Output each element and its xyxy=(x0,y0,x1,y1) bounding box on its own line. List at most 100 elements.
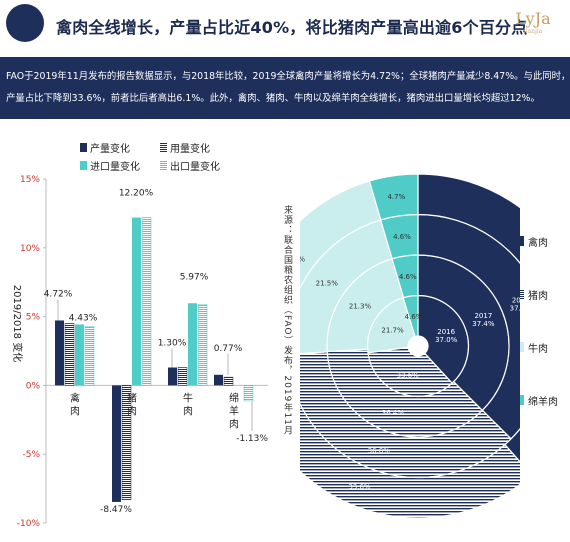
donut-label-line: 37.4% xyxy=(472,320,495,328)
x-tick-char: 肉 xyxy=(183,404,193,417)
data-label: 4.43% xyxy=(69,313,98,323)
x-tick-char: 肉 xyxy=(229,417,239,430)
bar xyxy=(243,385,254,402)
legend-swatch xyxy=(520,289,524,299)
donut-data-label: 201837.6% xyxy=(510,296,520,312)
donut-data-label: 4.6% xyxy=(399,273,417,281)
bar xyxy=(55,320,64,386)
x-tick-char: 肉 xyxy=(127,404,137,417)
donut-data-label: 33.6% xyxy=(397,371,420,379)
page-title: 禽肉全线增长，产量占比近40%，将比猪肉产量高出逾6个百分点 xyxy=(56,18,528,37)
donut-data-label: 4.6% xyxy=(393,233,411,241)
donut-label-line: 2018 xyxy=(512,296,520,304)
legend-label: 用量变化 xyxy=(170,144,210,155)
x-tick-char: 绵 xyxy=(229,391,239,404)
donut-data-label: 21.5% xyxy=(316,279,339,287)
x-tick-char: 肉 xyxy=(70,404,80,417)
legend-label: 产量变化 xyxy=(90,144,130,155)
donut-data-label: 21.3% xyxy=(349,302,372,310)
donut-slice xyxy=(417,173,520,463)
data-label: 4.72% xyxy=(44,289,73,299)
donut-data-label: 2017 37.4% xyxy=(472,312,495,328)
legend-swatch xyxy=(520,395,524,405)
donut-chart: 2016 37.0%33.6%21.7%4.6% 2017 37.4%36.4%21.… xyxy=(300,173,520,519)
bar xyxy=(64,323,75,386)
x-tick-label: 牛肉 xyxy=(183,391,193,417)
source-note: 来源：联合国粮农组织（FAO）发布，2019年11月 xyxy=(282,205,292,436)
summary-banner: FAO于2019年11月发布的报告数据显示，与2018年比较，2019全球禽肉产… xyxy=(0,57,570,119)
data-label: 12.20% xyxy=(119,189,154,199)
brand-logo: LyJa lianjia xyxy=(508,10,558,36)
donut-data-label: 21.7% xyxy=(381,327,404,335)
donut-label-line: 2017 xyxy=(474,312,492,320)
donut-label-line: 4.6% xyxy=(399,273,417,281)
x-tick-char: 猪 xyxy=(127,392,137,404)
donut-legend-poultry: 禽肉 xyxy=(520,234,558,249)
donut-data-label: 36.6% xyxy=(368,447,391,455)
y-tick-label: -10% xyxy=(17,519,41,529)
donut-label-line: 36.4% xyxy=(382,409,405,417)
donut-label-line: 37.0% xyxy=(435,336,458,344)
bar xyxy=(177,367,188,386)
x-tick-char: 牛 xyxy=(183,391,193,404)
donut-label-line: 21.5% xyxy=(316,279,339,287)
data-label: -1.13% xyxy=(236,434,268,444)
x-tick-label: 禽肉 xyxy=(70,391,80,417)
summary-line-2: 产量占比下降到33.6%，前者比后者高出6.1%。此外，禽肉、猪肉、牛肉以及绵羊… xyxy=(6,93,540,104)
legend-item-imports: 进口量变化 xyxy=(80,158,160,173)
donut-data-label: 36.4% xyxy=(382,409,405,417)
donut-label-line: 4.6% xyxy=(405,313,423,321)
legend-swatch xyxy=(160,161,167,170)
donut-label-line: 36.6% xyxy=(368,447,391,455)
donut-data-label: 4.6% xyxy=(405,313,423,321)
bar xyxy=(214,374,223,386)
legend-swatch xyxy=(80,161,87,170)
y-tick-label: 0% xyxy=(26,381,41,391)
y-tick-label: 10% xyxy=(20,244,40,254)
y-axis-title: 2019/2018 变化 xyxy=(11,285,24,362)
legend-item-consumption: 用量变化 xyxy=(160,140,250,155)
donut-label-line: 4.7% xyxy=(387,193,405,201)
donut-label-line: 4.6% xyxy=(393,233,411,241)
legend-label: 进口量变化 xyxy=(90,162,140,173)
data-label: 0.77% xyxy=(214,344,243,354)
legend-swatch xyxy=(80,143,87,152)
legend-item-exports: 出口量变化 xyxy=(160,158,250,173)
bar xyxy=(75,324,84,386)
donut-slice xyxy=(300,402,520,519)
bar-chart: 15%10%5%0%-5%-10%2019/2018 变化禽肉猪肉牛肉绵羊肉4.… xyxy=(11,175,268,529)
donut-data-label: 22.0% xyxy=(300,256,305,264)
x-tick-label: 绵羊肉 xyxy=(229,391,239,430)
donut-label-line: 37.6% xyxy=(510,304,520,312)
bar xyxy=(188,303,197,386)
donut-label-line: 22.0% xyxy=(300,256,305,264)
legend-label: 绵羊肉 xyxy=(528,396,558,408)
header-badge xyxy=(6,4,44,42)
donut-data-label: 33.6% xyxy=(348,483,371,491)
data-label: 5.97% xyxy=(180,272,209,282)
x-tick-char: 禽 xyxy=(70,391,80,404)
bar xyxy=(84,325,95,386)
legend-swatch xyxy=(160,143,167,152)
y-tick-label: 15% xyxy=(20,175,40,185)
logo-text: LyJa xyxy=(515,9,551,28)
y-tick-label: -5% xyxy=(22,450,40,460)
legend-label: 猪肉 xyxy=(528,290,548,302)
donut-data-label: 2016 37.0% xyxy=(435,328,458,344)
x-tick-char: 羊 xyxy=(229,404,239,417)
donut-legend: 禽肉 猪肉 牛肉 绵羊肉 xyxy=(520,234,558,446)
bar xyxy=(141,217,152,386)
summary-line-1: FAO于2019年11月发布的报告数据显示，与2018年比较，2019全球禽肉产… xyxy=(6,71,564,82)
bar xyxy=(197,303,208,386)
legend-label: 牛肉 xyxy=(528,343,548,355)
donut-data-label: 4.7% xyxy=(387,193,405,201)
data-label: -8.47% xyxy=(100,505,132,515)
donut-legend-pork: 猪肉 xyxy=(520,287,558,302)
legend-swatch xyxy=(520,236,524,246)
donut-legend-mutton: 绵羊肉 xyxy=(520,393,558,408)
x-tick-label: 猪肉 xyxy=(127,392,137,417)
donut-label-line: 33.6% xyxy=(348,483,371,491)
logo-subtext: lianjia xyxy=(523,28,543,35)
donut-label-line: 21.3% xyxy=(349,302,372,310)
donut-label-line: 2016 xyxy=(437,328,455,336)
